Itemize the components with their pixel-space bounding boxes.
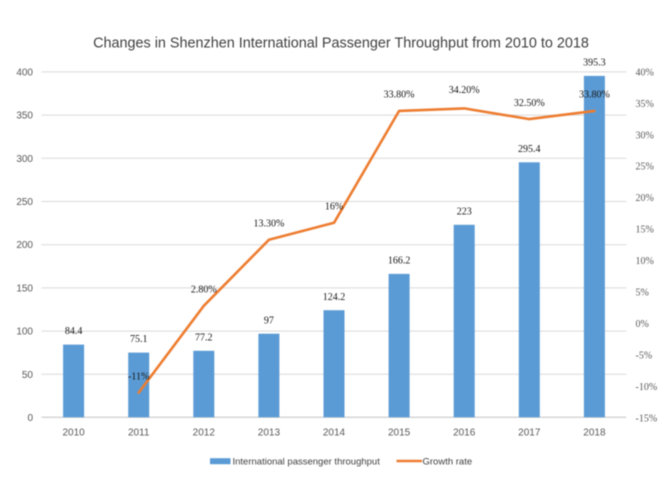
svg-text:-15%: -15% (636, 413, 658, 424)
svg-text:Growth rate: Growth rate (423, 456, 473, 467)
svg-text:Changes in Shenzhen Internatio: Changes in Shenzhen International Passen… (93, 36, 589, 52)
svg-text:33.80%: 33.80% (384, 90, 415, 101)
svg-text:2015: 2015 (388, 428, 411, 439)
svg-text:166.2: 166.2 (388, 256, 411, 267)
svg-text:10%: 10% (636, 256, 654, 267)
svg-text:77.2: 77.2 (195, 332, 213, 343)
svg-text:2018: 2018 (583, 428, 606, 439)
svg-text:0%: 0% (636, 319, 649, 330)
svg-text:33.80%: 33.80% (579, 90, 610, 101)
svg-text:200: 200 (16, 240, 33, 251)
svg-text:32.50%: 32.50% (514, 98, 545, 109)
svg-text:2017: 2017 (518, 428, 541, 439)
svg-text:97: 97 (264, 315, 274, 326)
svg-text:395.3: 395.3 (583, 58, 606, 69)
svg-text:300: 300 (16, 154, 33, 165)
svg-text:150: 150 (16, 283, 33, 294)
svg-text:2014: 2014 (323, 428, 346, 439)
svg-text:2013: 2013 (258, 428, 281, 439)
svg-text:223: 223 (457, 206, 472, 217)
svg-text:30%: 30% (636, 130, 654, 141)
svg-text:75.1: 75.1 (130, 334, 148, 345)
svg-text:15%: 15% (636, 225, 654, 236)
svg-text:84.4: 84.4 (65, 326, 83, 337)
svg-text:0: 0 (27, 413, 33, 424)
svg-text:100: 100 (16, 327, 33, 338)
svg-text:20%: 20% (636, 193, 654, 204)
svg-text:34.20%: 34.20% (449, 85, 480, 96)
svg-text:5%: 5% (636, 288, 649, 299)
svg-text:-10%: -10% (636, 382, 658, 393)
svg-text:250: 250 (16, 197, 33, 208)
svg-text:2016: 2016 (453, 428, 476, 439)
svg-text:2011: 2011 (128, 428, 150, 439)
svg-text:16%: 16% (325, 202, 343, 213)
svg-text:International passenger throug: International passenger throughput (233, 456, 381, 467)
svg-text:25%: 25% (636, 162, 654, 173)
svg-text:40%: 40% (636, 67, 654, 78)
svg-text:2012: 2012 (193, 428, 216, 439)
svg-text:13.30%: 13.30% (253, 219, 284, 230)
svg-text:350: 350 (16, 111, 33, 122)
svg-text:295.4: 295.4 (518, 144, 541, 155)
svg-text:35%: 35% (636, 99, 654, 110)
svg-text:2010: 2010 (62, 428, 85, 439)
svg-text:124.2: 124.2 (323, 292, 346, 303)
svg-text:2.80%: 2.80% (191, 285, 217, 296)
svg-text:400: 400 (16, 67, 33, 78)
svg-text:50: 50 (22, 370, 34, 381)
svg-text:-11%: -11% (128, 371, 149, 382)
svg-text:-5%: -5% (636, 350, 653, 361)
